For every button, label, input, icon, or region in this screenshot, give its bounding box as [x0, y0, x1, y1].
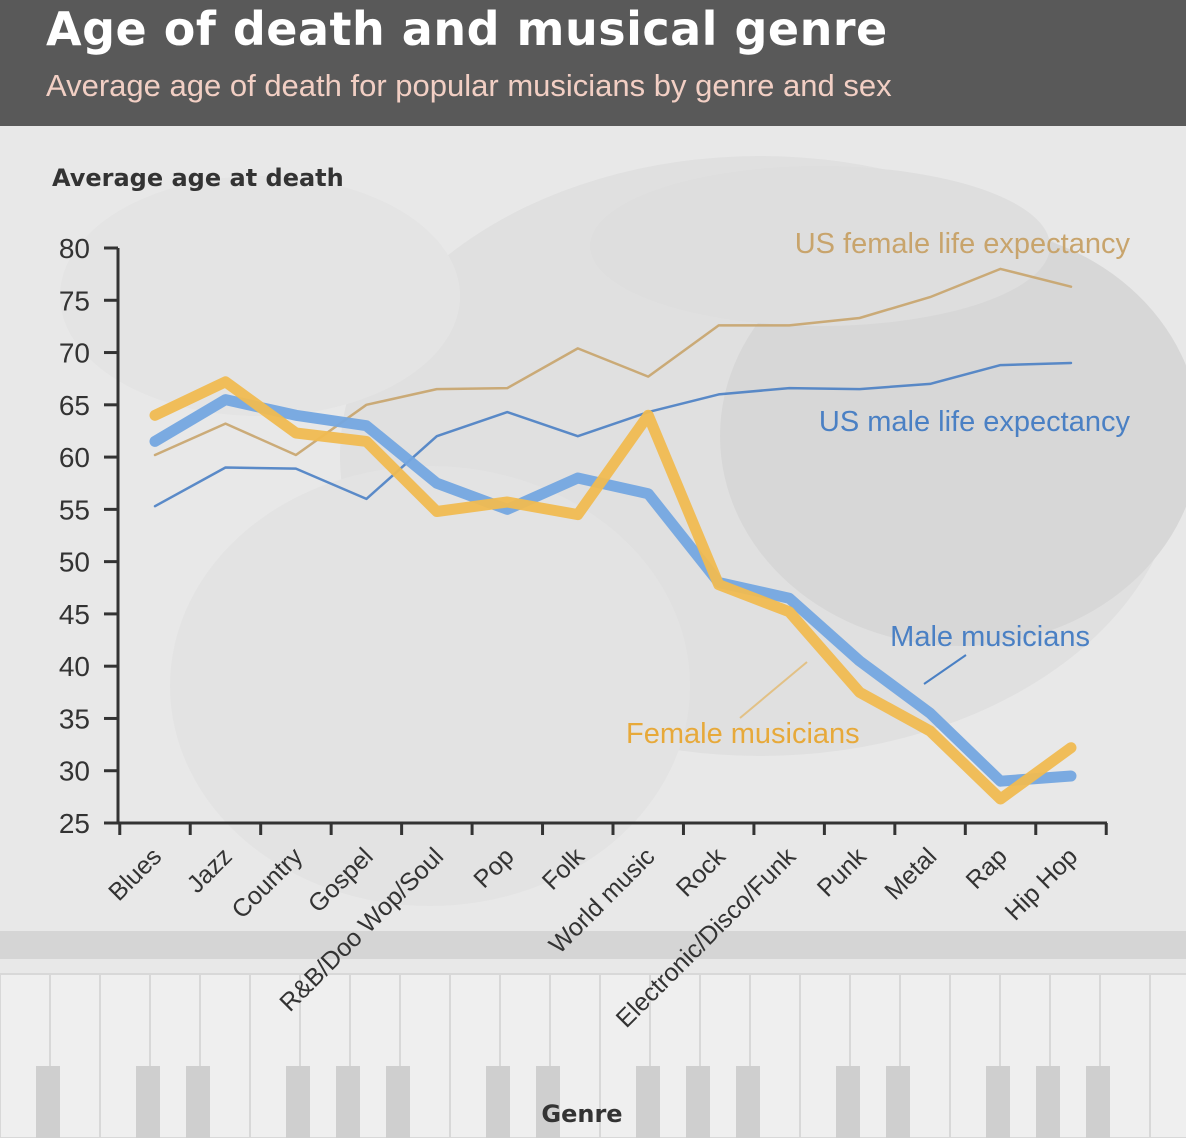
- male-leader-line: [923, 654, 967, 685]
- y-axis-ticks: 80 75 70 65 60 55 50 45 40 35 30 25: [59, 233, 118, 839]
- x-tick-label: Jazz: [182, 842, 238, 898]
- female-musicians-label: Female musicians: [626, 718, 860, 750]
- x-tick-label: Blues: [103, 842, 167, 906]
- female-leader-line: [739, 661, 808, 719]
- x-tick-label: Country: [226, 842, 308, 924]
- chart-title: Age of death and musical genre: [46, 2, 888, 56]
- female-musicians-line: [149, 376, 1077, 805]
- background-piano-photo: [0, 126, 1186, 1138]
- us-male-life-expectancy-line: [153, 361, 1073, 508]
- y-tick-label: 80: [59, 233, 90, 264]
- x-tick-label: Metal: [879, 842, 942, 905]
- y-tick-label: 55: [59, 494, 90, 525]
- y-tick-label: 75: [59, 285, 90, 316]
- us-male-life-expectancy-label: US male life expectancy: [819, 406, 1131, 438]
- us-female-life-expectancy-line: [153, 267, 1073, 457]
- y-tick-label: 60: [59, 442, 90, 473]
- y-tick-label: 70: [59, 338, 90, 369]
- x-axis-title: Genre: [541, 1100, 622, 1128]
- x-tick-label: Rock: [671, 842, 731, 902]
- chart-subtitle: Average age of death for popular musicia…: [46, 68, 892, 103]
- x-tick-label: Hip Hop: [1000, 842, 1084, 926]
- y-tick-label: 50: [59, 547, 90, 578]
- series-lines: [149, 267, 1077, 805]
- x-tick-label: Folk: [537, 842, 591, 896]
- chart-header: Age of death and musical genre Average a…: [0, 0, 1186, 126]
- y-tick-label: 35: [59, 703, 90, 734]
- y-tick-label: 65: [59, 390, 90, 421]
- male-musicians-line: [149, 394, 1077, 787]
- y-axis-title: Average age at death: [52, 164, 344, 192]
- male-musicians-label: Male musicians: [890, 621, 1090, 653]
- x-tick-label: Pop: [468, 842, 519, 893]
- y-tick-label: 25: [59, 808, 90, 839]
- y-tick-label: 45: [59, 599, 90, 630]
- y-tick-label: 40: [59, 651, 90, 682]
- x-tick-label: Rap: [961, 842, 1013, 894]
- us-female-life-expectancy-label: US female life expectancy: [795, 228, 1131, 260]
- x-tick-label: Punk: [812, 842, 872, 902]
- y-tick-label: 30: [59, 756, 90, 787]
